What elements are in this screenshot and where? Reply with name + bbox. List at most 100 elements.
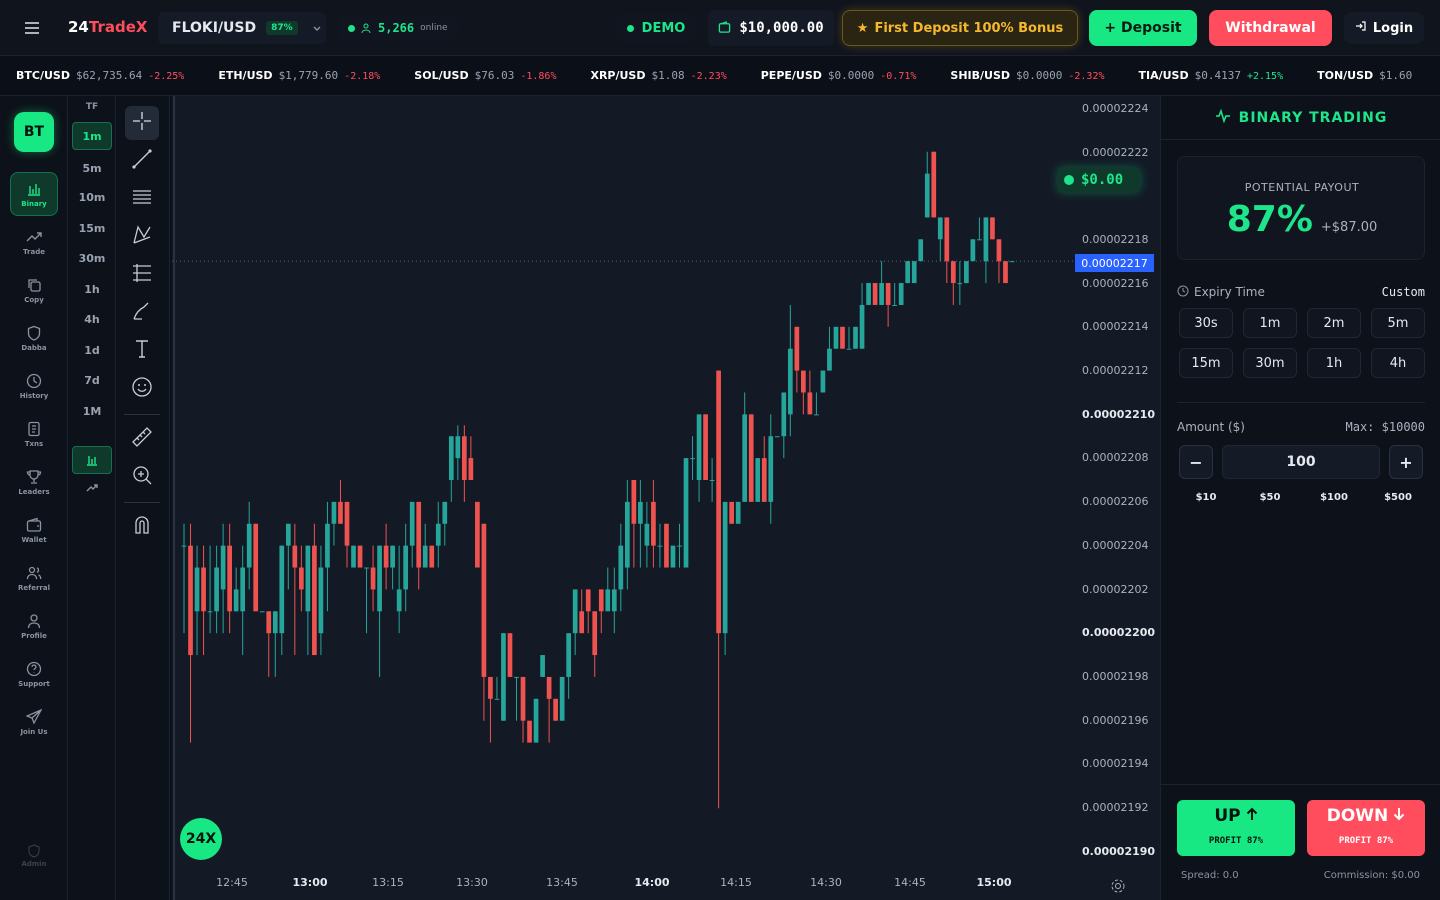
amount-input[interactable]: 100: [1222, 445, 1380, 479]
deposit-button[interactable]: + Deposit: [1089, 10, 1197, 46]
text-tool[interactable]: [125, 334, 159, 368]
sidebar-item-txns[interactable]: Txns: [10, 412, 58, 456]
ticker-item[interactable]: XRP/USD $1.08 -2.23%: [590, 56, 726, 95]
menu-icon[interactable]: [22, 18, 42, 38]
expiry-option-30s[interactable]: 30s: [1179, 308, 1233, 338]
candle-body: [794, 326, 800, 371]
expiry-option-4h[interactable]: 4h: [1371, 348, 1425, 378]
candle-body: [585, 589, 591, 612]
expiry-option-5m[interactable]: 5m: [1371, 308, 1425, 338]
sidebar-item-join-us[interactable]: Join Us: [10, 700, 58, 744]
horizontal-lines-tool[interactable]: [125, 182, 159, 216]
ticker-item[interactable]: TIA/USD $0.4137 +2.15%: [1138, 56, 1283, 95]
line-chart-type-button[interactable]: [72, 474, 112, 502]
zoom-tool[interactable]: [125, 460, 159, 494]
down-button[interactable]: DOWN PROFIT 87%: [1307, 800, 1425, 856]
candle-body: [801, 370, 806, 393]
sidebar-item-referral[interactable]: Referral: [10, 556, 58, 600]
timeframe-1m[interactable]: 1m: [72, 122, 112, 150]
brush-tool[interactable]: [125, 296, 159, 330]
chart-settings-icon[interactable]: [1110, 878, 1126, 894]
balance-display[interactable]: $10,000.00: [708, 10, 834, 46]
candle: [742, 392, 748, 502]
quick-amount-button[interactable]: $100: [1320, 492, 1348, 503]
pattern-tool[interactable]: [125, 220, 159, 254]
timeframe-7d[interactable]: 7d: [84, 373, 100, 387]
candle-body: [1009, 261, 1015, 263]
up-button[interactable]: UP PROFIT 87%: [1177, 800, 1295, 856]
quick-amount-button[interactable]: $500: [1384, 492, 1412, 503]
expiry-option-2m[interactable]: 2m: [1307, 308, 1361, 338]
timeframe-10m[interactable]: 10m: [78, 190, 106, 204]
candle-body: [514, 676, 519, 678]
sidebar-item-profile[interactable]: Profile: [10, 604, 58, 648]
sidebar: BT Binary Trade Copy Dabba History Txns Leader…: [0, 96, 68, 900]
candle-body: [774, 436, 780, 438]
ticker-symbol: BTC/USD: [16, 69, 70, 82]
candle-body: [572, 589, 578, 634]
sidebar-item-history[interactable]: History: [10, 364, 58, 408]
timeframe-1h[interactable]: 1h: [84, 282, 100, 296]
candle-body: [520, 676, 526, 721]
demo-mode-toggle[interactable]: DEMO: [616, 12, 696, 44]
quick-amount-button[interactable]: $10: [1195, 492, 1217, 503]
candle-chart-type-button[interactable]: [72, 446, 112, 474]
expiry-option-1h[interactable]: 1h: [1307, 348, 1361, 378]
withdrawal-button[interactable]: Withdrawal: [1209, 10, 1332, 46]
expiry-option-30m[interactable]: 30m: [1243, 348, 1297, 378]
candle: [455, 425, 461, 480]
ticker-item[interactable]: SHIB/USD $0.0000 -2.32%: [950, 56, 1104, 95]
admin-link[interactable]: Admin: [10, 844, 58, 874]
x-axis-label: 15:00: [976, 876, 1012, 889]
trend-line-tool[interactable]: [125, 144, 159, 178]
amount-increase-button[interactable]: +: [1389, 445, 1423, 479]
sidebar-item-support[interactable]: Support: [10, 652, 58, 696]
logo[interactable]: 24TradeX: [68, 18, 147, 36]
ticker-item[interactable]: ETH/USD $1,779.60 -2.18%: [218, 56, 380, 95]
candle-body: [885, 283, 891, 305]
fib-tool[interactable]: [125, 258, 159, 292]
quick-amount-button[interactable]: $50: [1259, 492, 1281, 503]
emoji-tool[interactable]: [125, 372, 159, 406]
candle: [944, 217, 950, 284]
candle: [266, 611, 272, 677]
timeframe-30m[interactable]: 30m: [78, 251, 106, 265]
pair-selector[interactable]: FLOKI/USD 87%: [158, 12, 326, 44]
expiry-option-1m[interactable]: 1m: [1243, 308, 1297, 338]
sidebar-item-binary[interactable]: Binary: [10, 172, 58, 216]
magnet-tool[interactable]: [125, 510, 159, 544]
candle-body: [325, 523, 330, 568]
leverage-badge[interactable]: 24X: [180, 818, 222, 860]
candle: [794, 326, 800, 393]
candle: [905, 261, 911, 284]
login-button[interactable]: Login: [1344, 12, 1424, 44]
custom-expiry-button[interactable]: Custom: [1381, 284, 1425, 299]
ticker-item[interactable]: BTC/USD $62,735.64 -2.25%: [16, 56, 184, 95]
ticker-item[interactable]: SOL/USD $76.03 -1.86%: [414, 56, 556, 95]
sidebar-item-dabba[interactable]: Dabba: [10, 316, 58, 360]
ticker-symbol: SHIB/USD: [950, 69, 1010, 82]
ticker-item[interactable]: PEPE/USD $0.0000 -0.71%: [761, 56, 917, 95]
timeframe-4h[interactable]: 4h: [84, 312, 100, 326]
ruler-tool[interactable]: [125, 422, 159, 456]
sidebar-item-leaders[interactable]: Leaders: [10, 460, 58, 504]
timeframe-1M[interactable]: 1M: [82, 404, 102, 418]
ticker-item[interactable]: TON/USD $1.60: [1317, 56, 1418, 95]
sidebar-item-trade[interactable]: Trade: [10, 220, 58, 264]
y-axis-label: 0.00002194: [1082, 757, 1149, 770]
amount-decrease-button[interactable]: −: [1179, 445, 1213, 479]
ticker-change: -0.71%: [880, 71, 917, 82]
app-badge[interactable]: BT: [14, 112, 54, 152]
crosshair-tool[interactable]: [125, 106, 159, 140]
bonus-banner[interactable]: ★ First Deposit 100% Bonus: [842, 10, 1078, 46]
timeframe-5m[interactable]: 5m: [82, 161, 102, 175]
candle: [383, 523, 389, 590]
candlestick-chart[interactable]: [172, 96, 1160, 900]
x-axis-label: 13:15: [372, 876, 404, 889]
expiry-option-15m[interactable]: 15m: [1179, 348, 1233, 378]
timeframe-1d[interactable]: 1d: [84, 343, 100, 357]
sidebar-item-copy[interactable]: Copy: [10, 268, 58, 312]
price-chart[interactable]: $0.00 0.00002217 24X 0.00002224 0.0000222…: [172, 96, 1160, 900]
sidebar-item-wallet[interactable]: Wallet: [10, 508, 58, 552]
timeframe-15m[interactable]: 15m: [78, 221, 106, 235]
